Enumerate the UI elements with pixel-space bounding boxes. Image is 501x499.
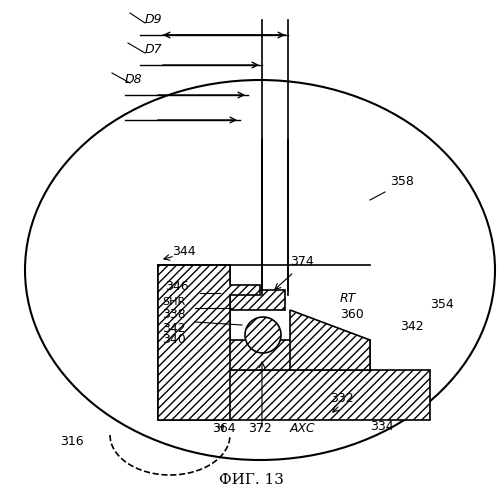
Polygon shape [158, 370, 429, 420]
Text: 346: 346 [165, 280, 188, 293]
Text: RT: RT [339, 292, 356, 305]
Circle shape [244, 317, 281, 353]
Polygon shape [229, 290, 285, 310]
Text: 372: 372 [247, 422, 271, 435]
Text: 338: 338 [162, 308, 185, 321]
Text: AXC: AXC [290, 422, 315, 435]
Polygon shape [290, 310, 369, 370]
Polygon shape [158, 265, 229, 340]
Text: SHR: SHR [162, 297, 185, 307]
Text: 342: 342 [162, 322, 185, 335]
Text: 354: 354 [429, 298, 453, 311]
Text: 334: 334 [369, 420, 393, 433]
Polygon shape [158, 265, 260, 420]
Text: 332: 332 [329, 392, 353, 405]
Text: 344: 344 [172, 245, 195, 258]
Text: 360: 360 [339, 308, 363, 321]
Polygon shape [158, 340, 369, 370]
Text: 364: 364 [211, 422, 235, 435]
Text: ФИГ. 13: ФИГ. 13 [218, 473, 283, 487]
Text: 342: 342 [399, 320, 423, 333]
Text: D8: D8 [125, 73, 142, 86]
Text: D7: D7 [145, 43, 162, 56]
Text: 316: 316 [60, 435, 84, 448]
Text: 340: 340 [162, 333, 185, 346]
Text: D9: D9 [145, 13, 162, 26]
Text: 358: 358 [389, 175, 413, 188]
Text: 374: 374 [290, 255, 313, 268]
